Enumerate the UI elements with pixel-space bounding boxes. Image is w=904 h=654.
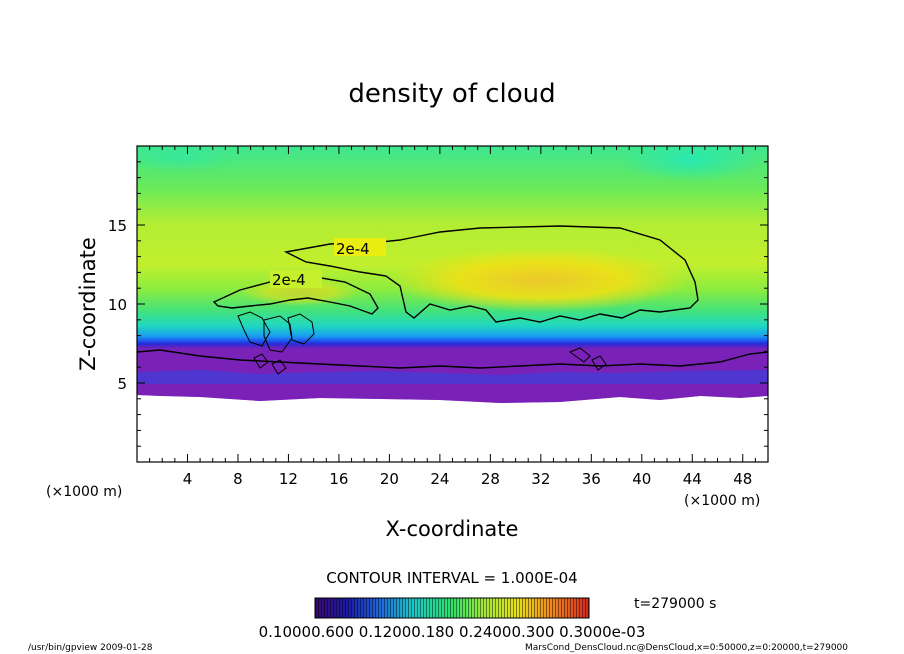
contour-lower bbox=[137, 349, 768, 369]
x-tick-label: 36 bbox=[582, 470, 601, 488]
chart-title: density of cloud bbox=[348, 79, 555, 109]
x-tick-label: 4 bbox=[183, 470, 193, 488]
x-tick-label: 40 bbox=[632, 470, 651, 488]
x-tick-label: 32 bbox=[531, 470, 550, 488]
colorbar bbox=[314, 597, 590, 619]
x-tick-label: 24 bbox=[430, 470, 449, 488]
time-label: t=279000 s bbox=[634, 596, 716, 612]
x-tick-label: 12 bbox=[279, 470, 298, 488]
colorbar-labels: 0.10000.600 0.12000.180 0.24000.300 0.30… bbox=[259, 623, 646, 641]
contour-interval: CONTOUR INTERVAL = 1.000E-04 bbox=[326, 569, 577, 587]
x-tick-label: 20 bbox=[380, 470, 399, 488]
z-unit-label: (×1000 m) bbox=[46, 484, 122, 500]
x-tick-label: 16 bbox=[329, 470, 348, 488]
footer-left: /usr/bin/gpview 2009-01-28 bbox=[28, 643, 153, 653]
contour-label-lower: 2e-4 bbox=[272, 271, 306, 289]
contour-label-upper: 2e-4 bbox=[336, 240, 370, 258]
x-unit-label: (×1000 m) bbox=[684, 493, 760, 509]
x-tick-label: 28 bbox=[481, 470, 500, 488]
y-tick-label: 15 bbox=[108, 217, 127, 235]
footer-right: MarsCond_DensCloud.nc@DensCloud,x=0:5000… bbox=[525, 643, 848, 653]
contour-labels: 2e-4 2e-4 bbox=[270, 238, 386, 289]
heatmap-field bbox=[137, 146, 768, 462]
contour-main bbox=[283, 225, 699, 323]
x-tick-label: 44 bbox=[683, 470, 702, 488]
y-tick-label: 10 bbox=[108, 296, 127, 314]
y-tick-label: 5 bbox=[117, 375, 127, 393]
x-tick-label: 8 bbox=[233, 470, 243, 488]
contour-cells bbox=[237, 311, 607, 375]
x-tick-label: 48 bbox=[733, 470, 752, 488]
y-axis-title: Z-coordinate bbox=[76, 237, 100, 371]
x-axis-title: X-coordinate bbox=[386, 517, 519, 541]
